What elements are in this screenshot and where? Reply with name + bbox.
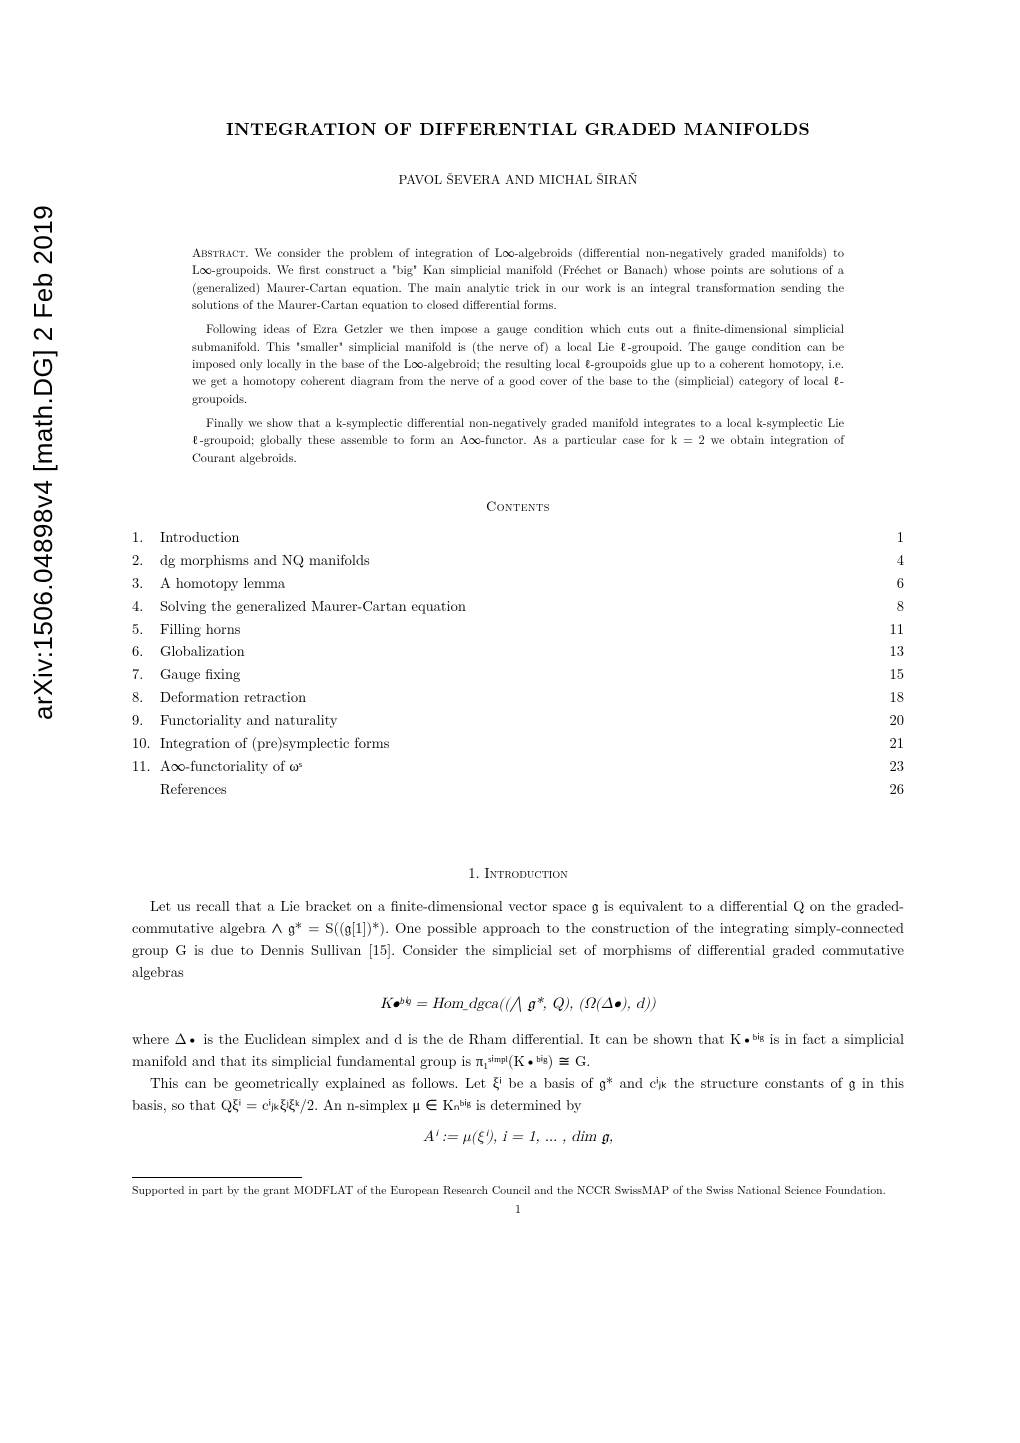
toc-num: 10. — [132, 732, 160, 755]
toc-title: References — [160, 778, 227, 801]
toc-row: 4.Solving the generalized Maurer-Cartan … — [132, 595, 904, 618]
toc-num: 11. — [132, 755, 160, 778]
toc-page: 26 — [890, 778, 905, 801]
toc-num: 6. — [132, 640, 160, 663]
toc-num: 7. — [132, 663, 160, 686]
toc-page: 11 — [890, 618, 905, 641]
toc-num: 5. — [132, 618, 160, 641]
footnote-rule — [132, 1177, 302, 1178]
equation-2: Aⁱ := μ(ξⁱ), i = 1, … , dim 𝔤, — [132, 1126, 904, 1149]
toc-row: 9.Functoriality and naturality 20 — [132, 709, 904, 732]
toc-page: 23 — [890, 755, 905, 778]
paper-title: INTEGRATION OF DIFFERENTIAL GRADED MANIF… — [132, 116, 904, 141]
page-content: INTEGRATION OF DIFFERENTIAL GRADED MANIF… — [132, 116, 904, 1217]
toc-title: Gauge fixing — [160, 663, 240, 686]
toc-title: Deformation retraction — [160, 686, 306, 709]
toc-title: A homotopy lemma — [160, 572, 285, 595]
toc-page: 1 — [897, 526, 904, 549]
body-text: Let us recall that a Lie bracket on a fi… — [132, 895, 904, 1149]
toc-page: 6 — [897, 572, 904, 595]
footnote-text: Supported in part by the grant MODFLAT o… — [132, 1182, 904, 1198]
page-number: 1 — [132, 1200, 904, 1217]
toc-num: 2. — [132, 549, 160, 572]
toc-num: 3. — [132, 572, 160, 595]
toc-page: 13 — [890, 640, 905, 663]
abstract-p1: We consider the problem of integration o… — [192, 243, 844, 313]
toc-row: 8.Deformation retraction 18 — [132, 686, 904, 709]
body-p3: This can be geometrically explained as f… — [132, 1072, 904, 1116]
toc-row: 10.Integration of (pre)symplectic forms … — [132, 732, 904, 755]
toc-row: 11.A∞-functoriality of ωˢ 23 — [132, 755, 904, 778]
section-number: 1. — [468, 863, 479, 883]
toc-row: References 26 — [132, 778, 904, 801]
toc-row: 1.Introduction 1 — [132, 526, 904, 549]
paper-authors: PAVOL ŠEVERA AND MICHAL ŠIRAŇ — [132, 169, 904, 188]
toc-title: A∞-functoriality of ωˢ — [160, 755, 302, 778]
toc-page: 18 — [890, 686, 905, 709]
toc-row: 6.Globalization 13 — [132, 640, 904, 663]
section-1-heading: 1. Introduction — [132, 863, 904, 883]
abstract-p3: Finally we show that a k-symplectic diff… — [192, 414, 844, 466]
contents-heading: Contents — [132, 496, 904, 516]
table-of-contents: 1.Introduction 1 2.dg morphisms and NQ m… — [132, 526, 904, 801]
toc-title: Introduction — [160, 526, 239, 549]
equation-1: K•ᵇⁱᵍ = Hom_dgca((⋀ 𝔤*, Q), (Ω(Δ•), d)) — [132, 993, 904, 1016]
toc-title: Functoriality and naturality — [160, 709, 338, 732]
body-p2: where Δ• is the Euclidean simplex and d … — [132, 1028, 904, 1072]
toc-row: 3.A homotopy lemma 6 — [132, 572, 904, 595]
abstract-block: Abstract. We consider the problem of int… — [192, 244, 844, 466]
abstract-p2: Following ideas of Ezra Getzler we then … — [192, 320, 844, 407]
toc-num — [132, 778, 160, 801]
toc-page: 4 — [897, 549, 904, 572]
body-p1: Let us recall that a Lie bracket on a fi… — [132, 895, 904, 983]
toc-page: 20 — [890, 709, 905, 732]
toc-title: dg morphisms and NQ manifolds — [160, 549, 370, 572]
arxiv-stamp: arXiv:1506.04898v4 [math.DG] 2 Feb 2019 — [28, 205, 59, 720]
toc-title: Solving the generalized Maurer-Cartan eq… — [160, 595, 466, 618]
toc-num: 9. — [132, 709, 160, 732]
toc-row: 2.dg morphisms and NQ manifolds 4 — [132, 549, 904, 572]
toc-num: 4. — [132, 595, 160, 618]
toc-title: Integration of (pre)symplectic forms — [160, 732, 389, 755]
toc-title: Globalization — [160, 640, 245, 663]
toc-page: 21 — [890, 732, 905, 755]
toc-title: Filling horns — [160, 618, 241, 641]
toc-page: 8 — [897, 595, 904, 618]
toc-row: 7.Gauge fixing 15 — [132, 663, 904, 686]
toc-page: 15 — [890, 663, 905, 686]
section-title: Introduction — [484, 863, 567, 883]
toc-num: 8. — [132, 686, 160, 709]
toc-row: 5.Filling horns 11 — [132, 618, 904, 641]
abstract-label: Abstract. — [192, 243, 249, 261]
toc-num: 1. — [132, 526, 160, 549]
